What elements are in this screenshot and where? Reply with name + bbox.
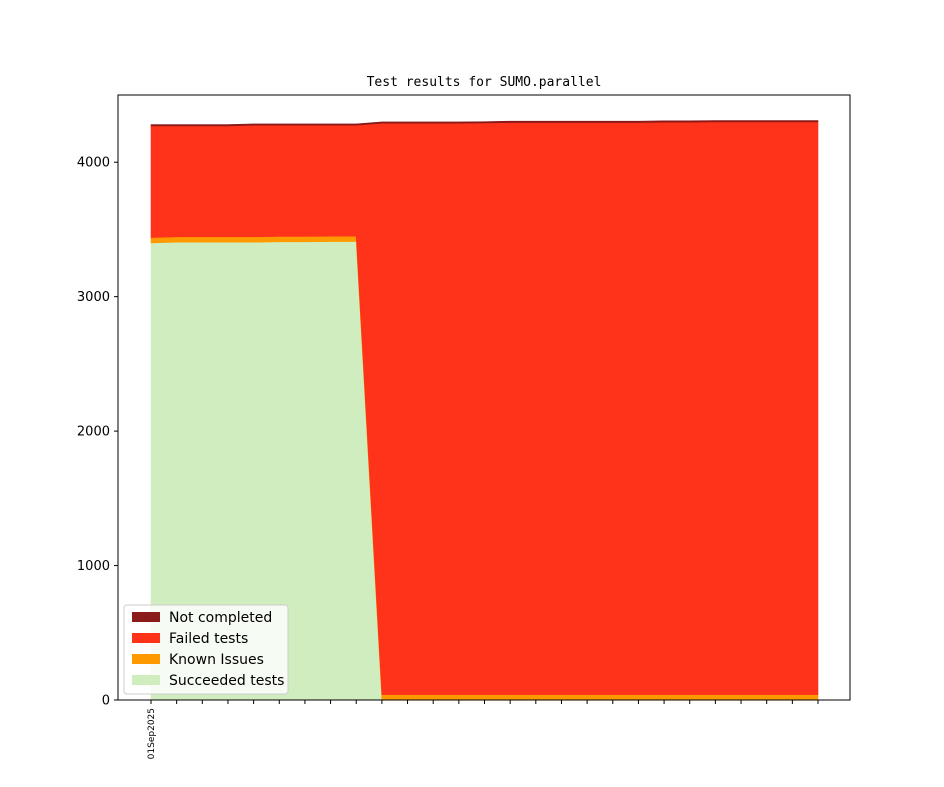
legend-label-failed-tests: Failed tests <box>169 631 248 647</box>
area-not-completed <box>150 120 819 127</box>
legend-swatch-known-issues <box>132 654 160 664</box>
legend-swatch-succeeded-tests <box>132 675 160 685</box>
y-tick-label: 2000 <box>77 425 110 440</box>
y-tick-label: 1000 <box>77 559 110 574</box>
y-tick-label: 4000 <box>77 156 110 171</box>
x-tick-label: 01Sep2025 <box>147 708 157 759</box>
legend-label-not-completed: Not completed <box>169 610 272 626</box>
legend-swatch-failed-tests <box>132 633 160 643</box>
y-tick-label: 0 <box>102 694 110 709</box>
axes-group: 0 1000 2000 3000 4000 01Sep2025 <box>77 94 851 759</box>
legend-label-succeeded-tests: Succeeded tests <box>169 673 284 689</box>
legend-box <box>123 604 289 695</box>
y-tick-label: 3000 <box>77 290 110 305</box>
legend: Not completed Failed tests Known Issues Suc… <box>123 604 289 695</box>
chart-title: Test results for SUMO.parallel <box>367 75 602 90</box>
legend-label-known-issues: Known Issues <box>169 652 264 668</box>
legend-swatch-not-completed <box>132 612 160 622</box>
